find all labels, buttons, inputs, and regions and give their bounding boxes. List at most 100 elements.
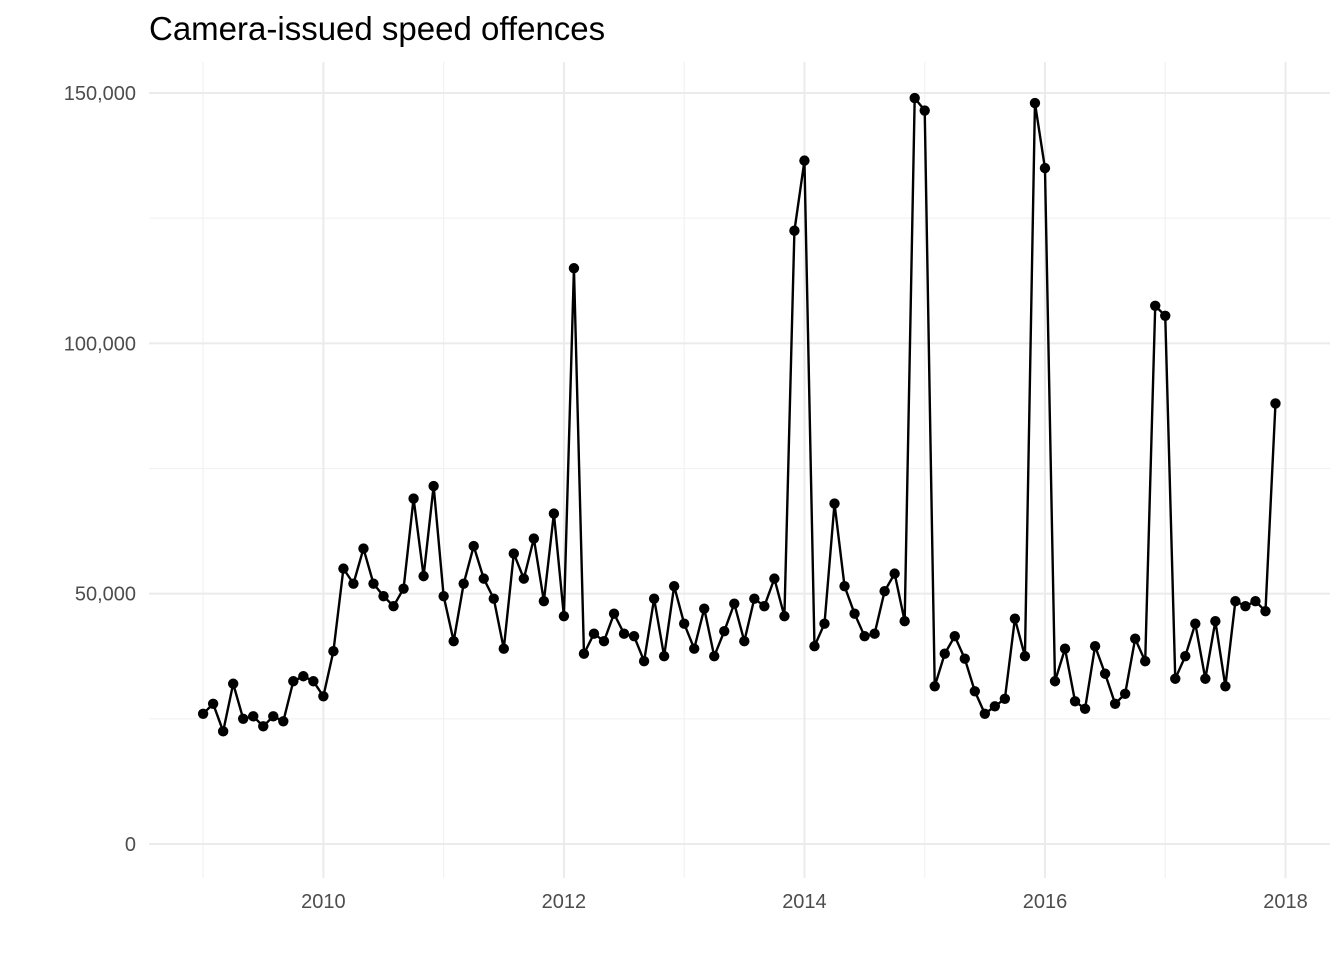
data-point-2015-02: [929, 681, 940, 692]
data-point-2014-07: [859, 631, 870, 642]
data-point-2009-04: [227, 678, 239, 689]
data-point-2015-05: [959, 653, 970, 664]
data-point-2013-01: [678, 618, 690, 629]
data-point-2017-07: [1220, 681, 1231, 692]
data-point-2017-06: [1210, 615, 1221, 627]
data-point-2016-05: [1079, 703, 1091, 714]
data-point-2013-06: [729, 598, 740, 609]
chart-title: Camera-issued speed offences: [149, 10, 605, 47]
data-point-2011-10: [528, 533, 540, 544]
data-point-2009-08: [268, 711, 279, 722]
data-point-2011-06: [488, 593, 499, 604]
data-point-2016-12: [1150, 300, 1161, 311]
data-point-2012-04: [588, 628, 600, 639]
data-point-2012-09: [638, 656, 650, 667]
data-point-2013-05: [719, 626, 730, 637]
data-point-2017-03: [1180, 651, 1191, 662]
y-tick-label: 50,000: [75, 584, 136, 606]
data-point-2014-02: [809, 641, 820, 652]
data-point-2014-08: [869, 628, 880, 639]
data-point-2011-07: [498, 643, 509, 654]
minor-gridlines-y: [149, 217, 1330, 720]
data-point-2011-05: [478, 573, 489, 584]
data-point-2009-05: [238, 713, 249, 724]
data-point-2015-07: [979, 708, 991, 719]
data-point-2016-06: [1089, 641, 1101, 652]
data-point-2011-01: [438, 590, 449, 602]
data-point-2015-04: [949, 631, 960, 642]
series-line: [202, 96, 1277, 733]
data-point-2013-11: [779, 610, 790, 622]
data-point-2015-10: [1009, 613, 1021, 624]
data-point-2010-06: [368, 578, 379, 589]
data-point-2016-09: [1119, 688, 1131, 699]
data-point-2014-03: [819, 618, 830, 629]
major-gridlines-x: [322, 62, 1287, 878]
data-point-2011-03: [458, 578, 469, 589]
data-point-2016-08: [1109, 698, 1121, 709]
data-point-2017-05: [1200, 673, 1211, 684]
data-point-2009-03: [217, 726, 229, 737]
data-point-2016-04: [1069, 696, 1081, 707]
data-point-2012-08: [628, 631, 640, 642]
data-point-2010-08: [388, 600, 399, 612]
data-point-2010-07: [378, 590, 389, 602]
data-point-2015-09: [999, 693, 1011, 704]
data-point-2011-08: [508, 548, 519, 559]
data-point-2012-03: [578, 648, 590, 659]
data-point-2012-11: [658, 651, 670, 662]
data-point-2013-03: [699, 603, 710, 614]
data-point-2013-07: [739, 636, 750, 647]
x-tick-label: 2014: [782, 891, 827, 913]
data-point-2013-10: [769, 573, 780, 584]
data-point-2017-02: [1170, 673, 1181, 684]
data-point-2012-07: [618, 628, 630, 639]
data-point-2016-10: [1129, 633, 1141, 644]
x-tick-label: 2012: [542, 891, 587, 913]
data-point-2017-09: [1240, 600, 1251, 612]
data-point-2012-02: [568, 263, 580, 274]
data-point-2015-12: [1029, 97, 1041, 109]
major-gridlines-y: [149, 92, 1330, 845]
data-point-2017-04: [1190, 618, 1201, 629]
data-point-2012-12: [668, 580, 680, 592]
data-point-2015-11: [1019, 651, 1031, 662]
data-point-2011-02: [448, 636, 459, 647]
y-tick-label: 100,000: [64, 333, 136, 355]
data-point-2013-09: [759, 600, 770, 612]
y-tick-label: 150,000: [64, 83, 136, 105]
data-point-2014-06: [849, 608, 860, 619]
y-axis: 0 50,000 100,000 150,000: [64, 83, 136, 856]
data-point-2009-11: [298, 671, 309, 682]
data-point-2012-05: [598, 636, 610, 647]
data-point-2015-08: [989, 701, 1001, 712]
data-point-2016-01: [1039, 162, 1051, 174]
data-point-2010-10: [408, 493, 419, 504]
data-point-2011-12: [548, 508, 560, 519]
y-tick-label: 0: [125, 834, 136, 856]
x-axis: 2010 2012 2014 2016 2018: [301, 891, 1308, 913]
data-point-2014-10: [889, 568, 900, 579]
data-point-2016-07: [1099, 668, 1111, 679]
data-point-2010-02: [328, 646, 339, 657]
data-point-2011-09: [518, 573, 530, 584]
data-point-2012-06: [608, 608, 620, 619]
data-point-2012-10: [648, 593, 660, 604]
data-point-2010-11: [418, 570, 429, 582]
data-point-2009-12: [308, 676, 319, 687]
data-point-2016-11: [1139, 656, 1151, 667]
data-point-2014-12: [909, 92, 920, 104]
data-point-2015-06: [969, 686, 981, 697]
data-point-2013-08: [749, 593, 760, 604]
data-point-2012-01: [558, 610, 570, 622]
x-tick-label: 2016: [1023, 891, 1068, 913]
data-point-2016-02: [1049, 676, 1061, 687]
data-point-2017-01: [1160, 310, 1171, 322]
data-point-2010-01: [318, 691, 329, 702]
data-point-2010-05: [358, 543, 369, 554]
plot-area: [197, 92, 1281, 737]
data-point-2017-08: [1230, 595, 1241, 607]
data-point-2010-04: [348, 578, 359, 589]
x-tick-label: 2018: [1263, 891, 1308, 913]
